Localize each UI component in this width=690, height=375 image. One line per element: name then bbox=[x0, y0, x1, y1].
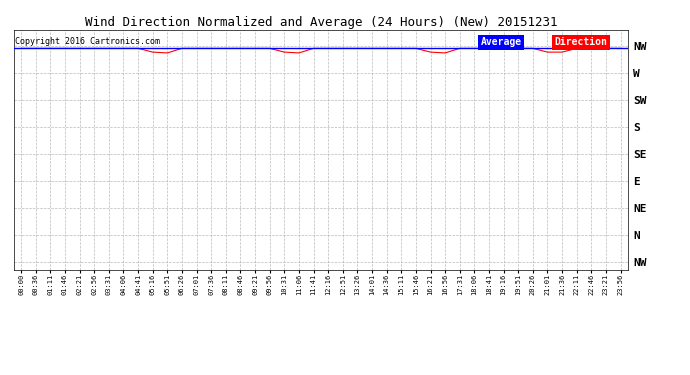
Text: Average: Average bbox=[480, 37, 522, 47]
Title: Wind Direction Normalized and Average (24 Hours) (New) 20151231: Wind Direction Normalized and Average (2… bbox=[85, 16, 557, 29]
Text: Direction: Direction bbox=[554, 37, 607, 47]
Text: Copyright 2016 Cartronics.com: Copyright 2016 Cartronics.com bbox=[15, 37, 160, 46]
